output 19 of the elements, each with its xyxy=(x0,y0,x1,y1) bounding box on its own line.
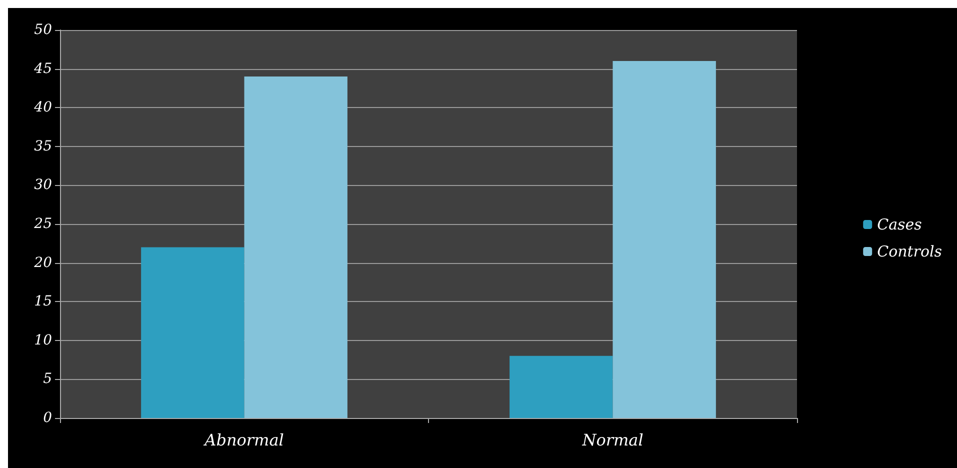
x-tick-label: Abnormal xyxy=(202,430,284,450)
y-tick-label: 25 xyxy=(33,216,52,232)
y-tick-label: 20 xyxy=(33,254,52,271)
y-tick-label: 5 xyxy=(43,371,52,388)
y-tick-label: 30 xyxy=(34,177,52,194)
y-tick-label: 15 xyxy=(34,294,52,310)
y-tick-label: 40 xyxy=(33,100,52,116)
bar xyxy=(612,61,716,418)
y-tick-label: 10 xyxy=(34,332,52,348)
bar xyxy=(141,247,244,418)
x-tick-label: Normal xyxy=(581,430,644,450)
bar xyxy=(510,356,613,418)
y-tick-label: 45 xyxy=(33,60,52,77)
y-tick-label: 0 xyxy=(43,410,52,426)
legend-label: Controls xyxy=(877,242,942,260)
bar xyxy=(244,76,348,418)
legend-label: Cases xyxy=(877,216,922,234)
y-tick-label: 50 xyxy=(34,22,52,38)
y-tick-label: 35 xyxy=(34,138,52,154)
